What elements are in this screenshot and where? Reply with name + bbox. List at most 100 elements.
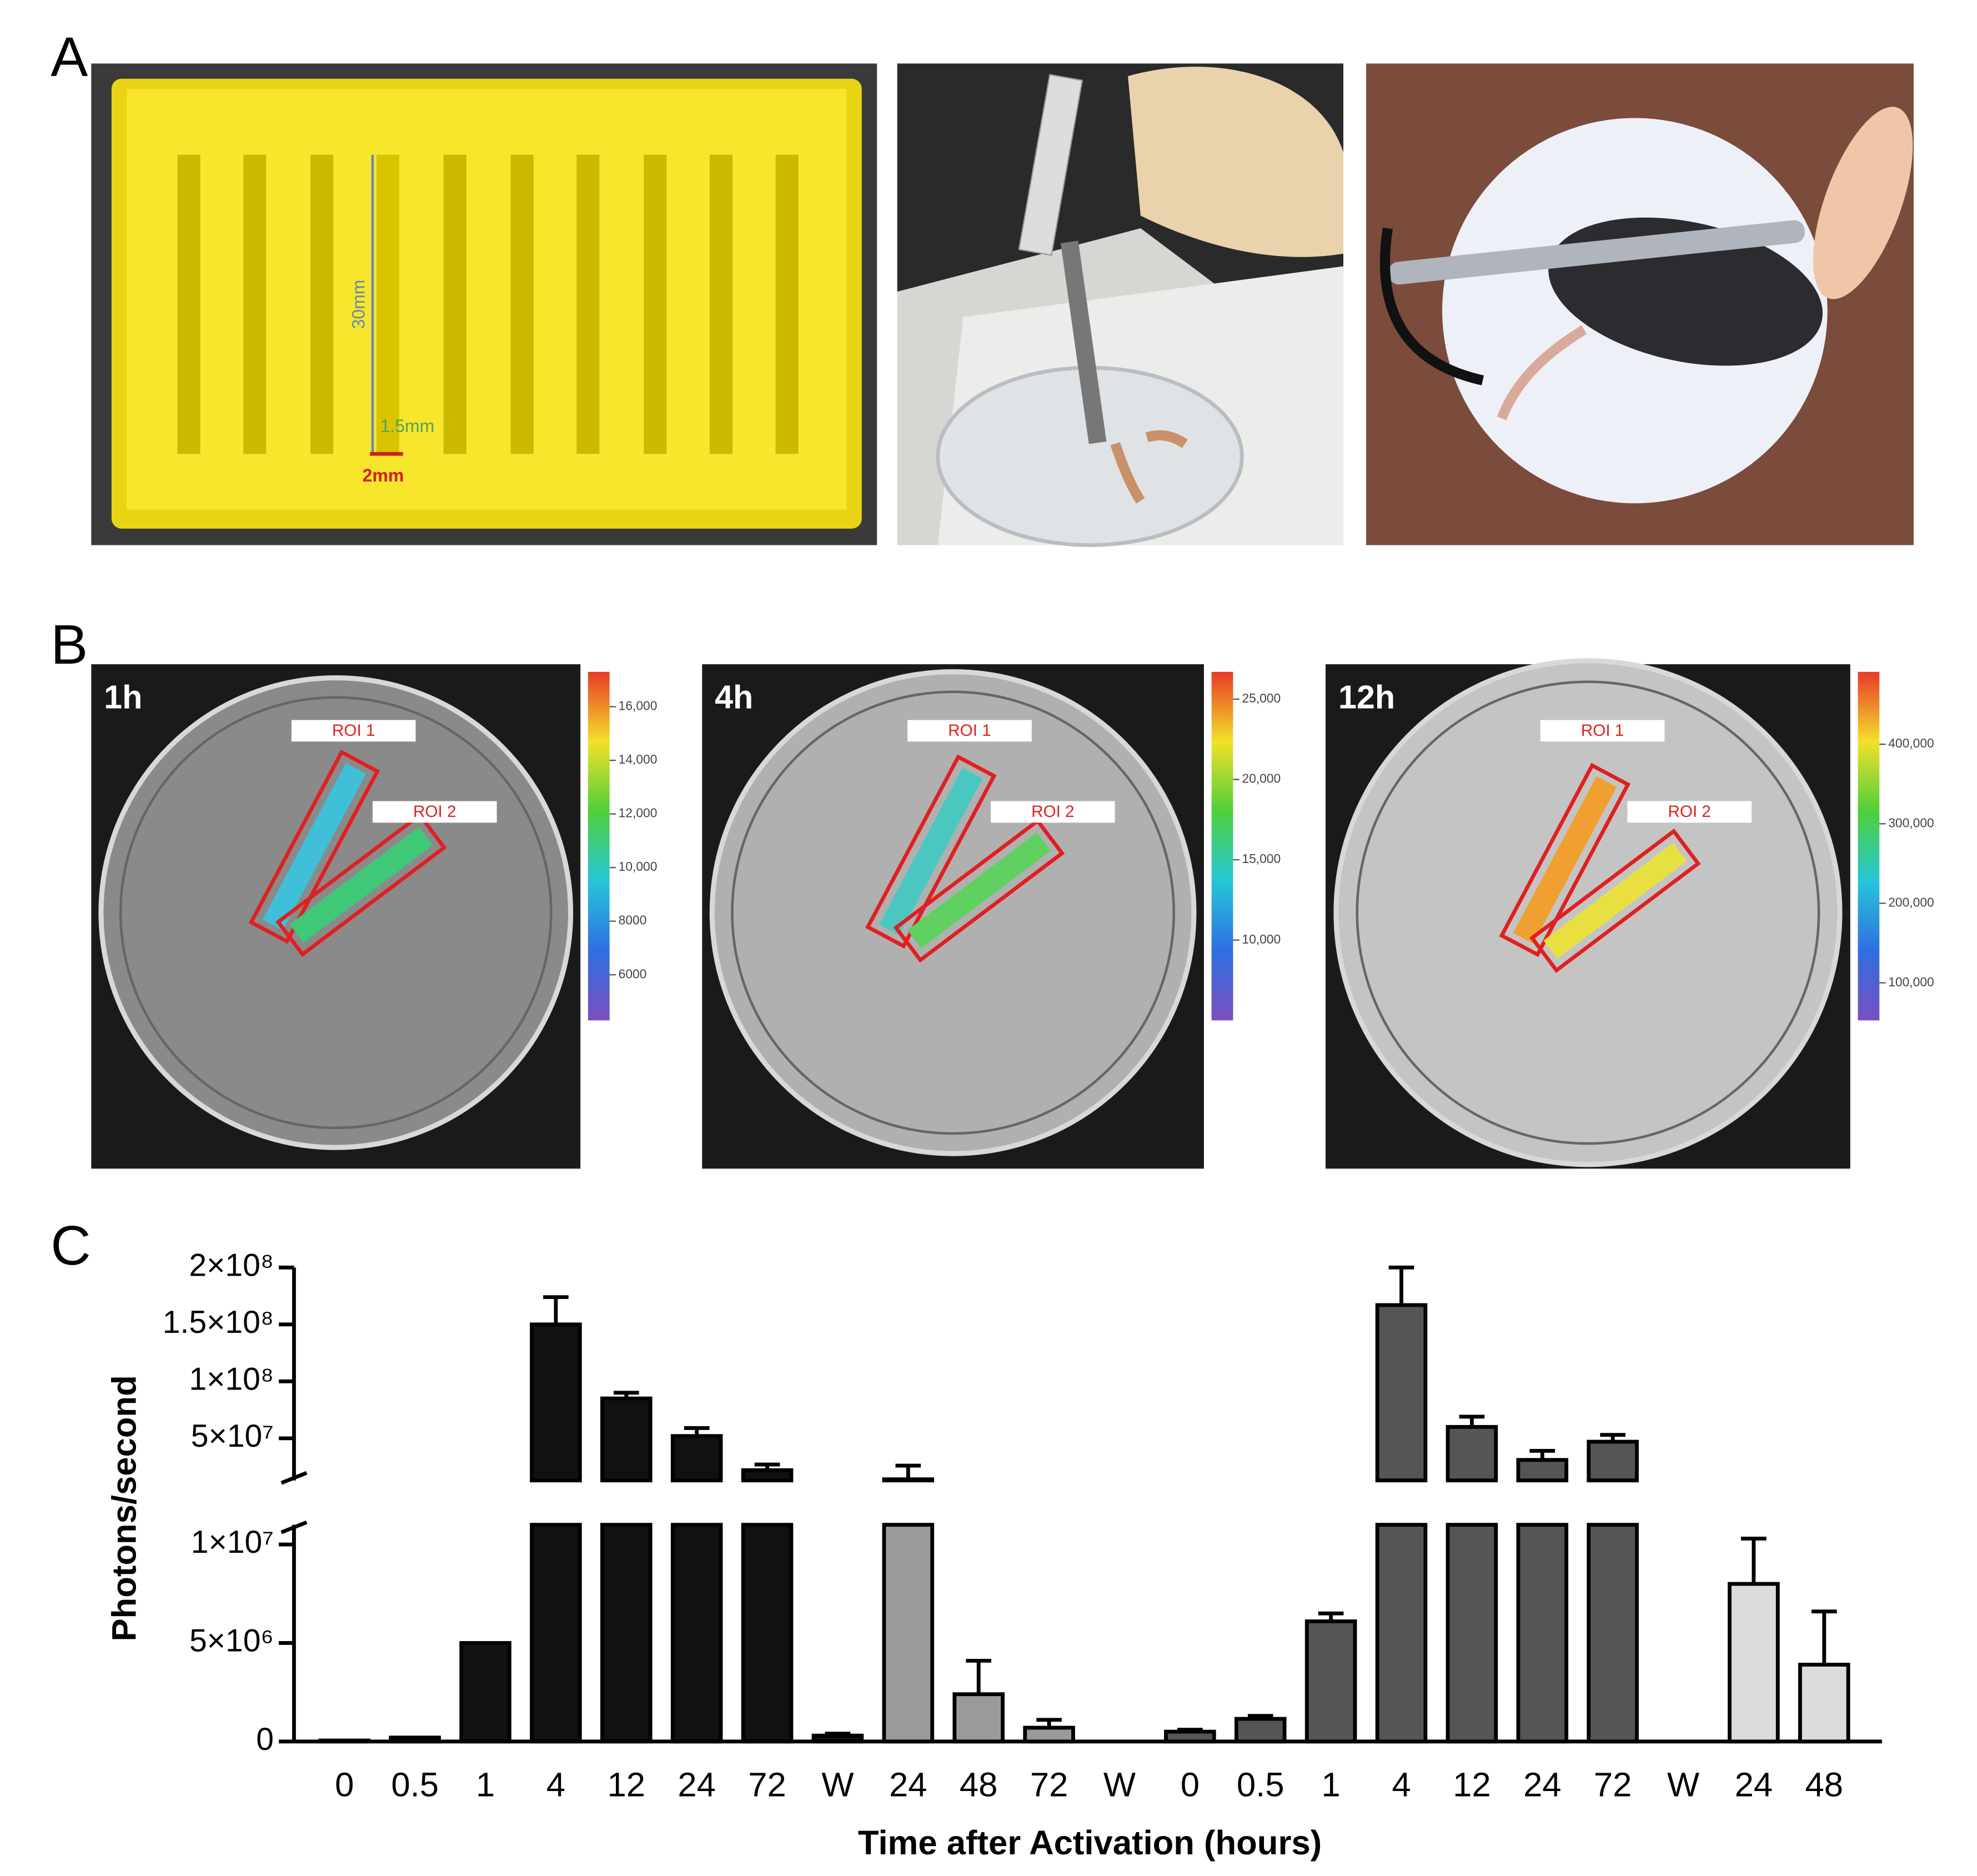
x-tick-label: 72	[1594, 1765, 1632, 1804]
roi-signal	[262, 763, 367, 931]
y-tick-label: 5×10⁶	[189, 1623, 274, 1659]
bar	[1023, 1725, 1075, 1744]
colorbar-tick-label: 20,000	[1242, 771, 1281, 786]
bar	[1798, 1663, 1850, 1744]
x-tick-label: 4	[546, 1765, 565, 1804]
x-tick-label: 0	[335, 1765, 354, 1804]
panel-b: 1h ROI 1 ROI 2 6000 8000 10,000 12,000 14,000 16…	[91, 658, 1934, 1169]
colorbar-tick-label: 400,000	[1888, 736, 1934, 750]
x-axis-label: Time after Activation (hours)	[858, 1824, 1322, 1862]
roi-box	[1499, 763, 1631, 957]
roi-signal	[289, 826, 433, 943]
roi-label: ROI 2	[413, 802, 456, 821]
x-tick-label: 24	[1523, 1765, 1562, 1804]
roi-label-bg	[291, 720, 416, 742]
roi-signal	[1543, 842, 1687, 959]
slots	[177, 154, 799, 454]
colorbar-tick-label: 100,000	[1888, 975, 1934, 989]
colorbar-tick-label: 8000	[619, 913, 647, 927]
bar-upper	[1375, 1303, 1428, 1483]
y-tick-label: 1×10⁷	[191, 1524, 274, 1560]
x-tick-label: W	[1667, 1765, 1699, 1804]
roi-label-bg	[907, 720, 1032, 742]
bar	[811, 1733, 864, 1744]
colorbar-tick-label: 16,000	[619, 699, 658, 713]
colorbar-tick-label: 25,000	[1242, 691, 1281, 705]
roi-label: ROI 2	[1031, 802, 1074, 821]
x-tick-label: 0.5	[1237, 1765, 1284, 1804]
bar	[741, 1523, 794, 1744]
x-tick-label: W	[1103, 1765, 1136, 1804]
roi-label-bg	[372, 801, 497, 823]
bar	[882, 1523, 935, 1744]
colorbar	[1858, 671, 1880, 1021]
colorbar	[1211, 671, 1233, 1021]
bar	[1304, 1619, 1357, 1744]
bar	[670, 1523, 723, 1744]
roi-label-bg	[990, 801, 1115, 823]
time-label: 1h	[104, 679, 142, 716]
roi-box	[248, 749, 380, 944]
roi-signal	[1513, 776, 1617, 944]
roi-label-bg	[1540, 720, 1665, 742]
panel-label: B	[51, 614, 88, 676]
bar	[1446, 1523, 1498, 1744]
roi-label: ROI 1	[948, 721, 991, 740]
measurement: 2mm	[363, 465, 404, 485]
bar-upper	[600, 1396, 653, 1483]
x-tick-label: 0.5	[391, 1765, 439, 1804]
colorbar	[588, 671, 610, 1021]
petri-rim	[1356, 680, 1820, 1145]
y-tick-label: 0	[256, 1722, 274, 1757]
colorbar-tick-label: 14,000	[619, 752, 658, 766]
x-tick-label: 12	[608, 1765, 646, 1804]
x-tick-label: 72	[748, 1765, 786, 1804]
bli-image: 12h ROI 1 ROI 2 100,000 200,000 300,000 400,00…	[1326, 658, 1934, 1169]
bar-upper	[530, 1322, 582, 1483]
bli-image: 4h ROI 1 ROI 2 10,000 15,000 20,000 25,000	[702, 664, 1281, 1169]
bar-upper	[741, 1468, 794, 1483]
bar	[1234, 1717, 1287, 1744]
x-tick-label: 1	[1321, 1765, 1340, 1804]
x-tick-label: 24	[1735, 1765, 1773, 1804]
bar-upper	[670, 1434, 723, 1483]
bar	[459, 1641, 511, 1744]
measurement: 1.5mm	[380, 416, 435, 436]
roi-label: ROI 1	[1581, 721, 1624, 740]
x-tick-label: W	[821, 1765, 854, 1804]
time-label: 4h	[715, 679, 753, 716]
x-tick-label: 48	[960, 1765, 998, 1804]
bar	[389, 1735, 441, 1744]
bar-upper	[1587, 1439, 1639, 1483]
petri-rim	[119, 696, 553, 1130]
photo-mouse	[1366, 63, 1914, 545]
bar	[1164, 1729, 1216, 1744]
x-tick-label: 12	[1453, 1765, 1491, 1804]
time-label: 12h	[1338, 679, 1395, 716]
x-tick-label: 72	[1030, 1765, 1068, 1804]
bar-upper	[882, 1477, 935, 1483]
panel-label: C	[51, 1215, 91, 1277]
roi-label: ROI 2	[1668, 802, 1710, 821]
y-tick-label: 2×10⁸	[189, 1247, 274, 1283]
roi-signal	[879, 768, 983, 935]
bar	[530, 1523, 582, 1744]
photo-syringe	[897, 63, 1343, 547]
roi-signal	[907, 832, 1051, 949]
bar	[1516, 1523, 1569, 1744]
axis-break	[280, 1520, 308, 1534]
colorbar-tick-label: 12,000	[619, 806, 658, 820]
colorbar-tick-label: 10,000	[1242, 932, 1281, 946]
x-tick-label: 24	[889, 1765, 927, 1804]
colorbar-tick-label: 300,000	[1888, 815, 1934, 830]
x-tick-label: 0	[1181, 1765, 1200, 1804]
x-tick-label: 4	[1392, 1765, 1411, 1804]
tray-top	[127, 89, 847, 510]
axis-break	[280, 1471, 308, 1485]
x-tick-label: 1	[476, 1765, 495, 1804]
x-tick-label: 24	[678, 1765, 716, 1804]
bar-upper	[1446, 1424, 1498, 1483]
colorbar-tick-label: 15,000	[1242, 851, 1281, 866]
y-axis-label: Photons/second	[105, 1375, 143, 1641]
roi-label-bg	[1627, 801, 1752, 823]
